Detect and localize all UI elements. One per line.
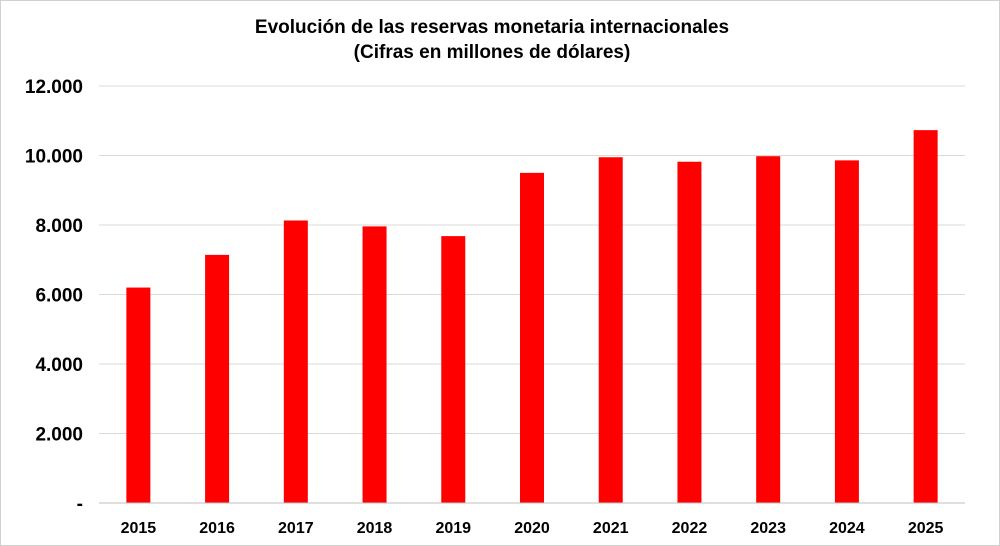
bar <box>205 254 230 503</box>
y-tick-label: 8.000 <box>35 216 83 237</box>
bar <box>126 287 151 503</box>
y-tick-labels: - 2.000 4.000 6.000 8.000 10.000 12.000 <box>25 77 83 515</box>
y-tick-label: 12.000 <box>25 77 83 98</box>
x-tick-label: 2022 <box>672 520 708 537</box>
chart-title-block: Evolución de las reservas monetaria inte… <box>1 15 983 65</box>
bars <box>126 130 938 504</box>
y-tick-label: 4.000 <box>35 355 83 376</box>
bar <box>520 172 544 503</box>
bar <box>834 160 859 504</box>
x-tick-label: 2023 <box>750 520 786 537</box>
x-tick-label: 2016 <box>199 520 235 537</box>
y-tick-label: - <box>77 494 83 515</box>
y-tick-label: 10.000 <box>25 147 83 168</box>
bar <box>913 130 938 503</box>
bar <box>441 236 466 503</box>
x-tick-label: 2020 <box>514 520 550 537</box>
chart-title: Evolución de las reservas monetaria inte… <box>254 17 730 38</box>
y-tick-label: 2.000 <box>35 425 83 446</box>
bar <box>598 157 623 504</box>
x-tick-labels: 2015 2016 2017 2018 2019 2020 2021 2022 2023 2024… <box>121 520 944 537</box>
bar <box>283 220 308 504</box>
bar <box>362 226 387 503</box>
x-tick-label: 2025 <box>908 520 944 537</box>
bar <box>677 161 702 503</box>
x-tick-label: 2018 <box>357 520 393 537</box>
x-tick-label: 2024 <box>829 520 865 537</box>
x-tick-label: 2019 <box>435 520 471 537</box>
y-tick-label: 6.000 <box>35 286 83 307</box>
x-tick-label: 2021 <box>593 520 629 537</box>
bar <box>756 156 781 503</box>
x-tick-label: 2017 <box>278 520 314 537</box>
x-tick-label: 2015 <box>121 520 157 537</box>
chart-subtitle: (Cifras en millones de dólares) <box>353 42 631 63</box>
